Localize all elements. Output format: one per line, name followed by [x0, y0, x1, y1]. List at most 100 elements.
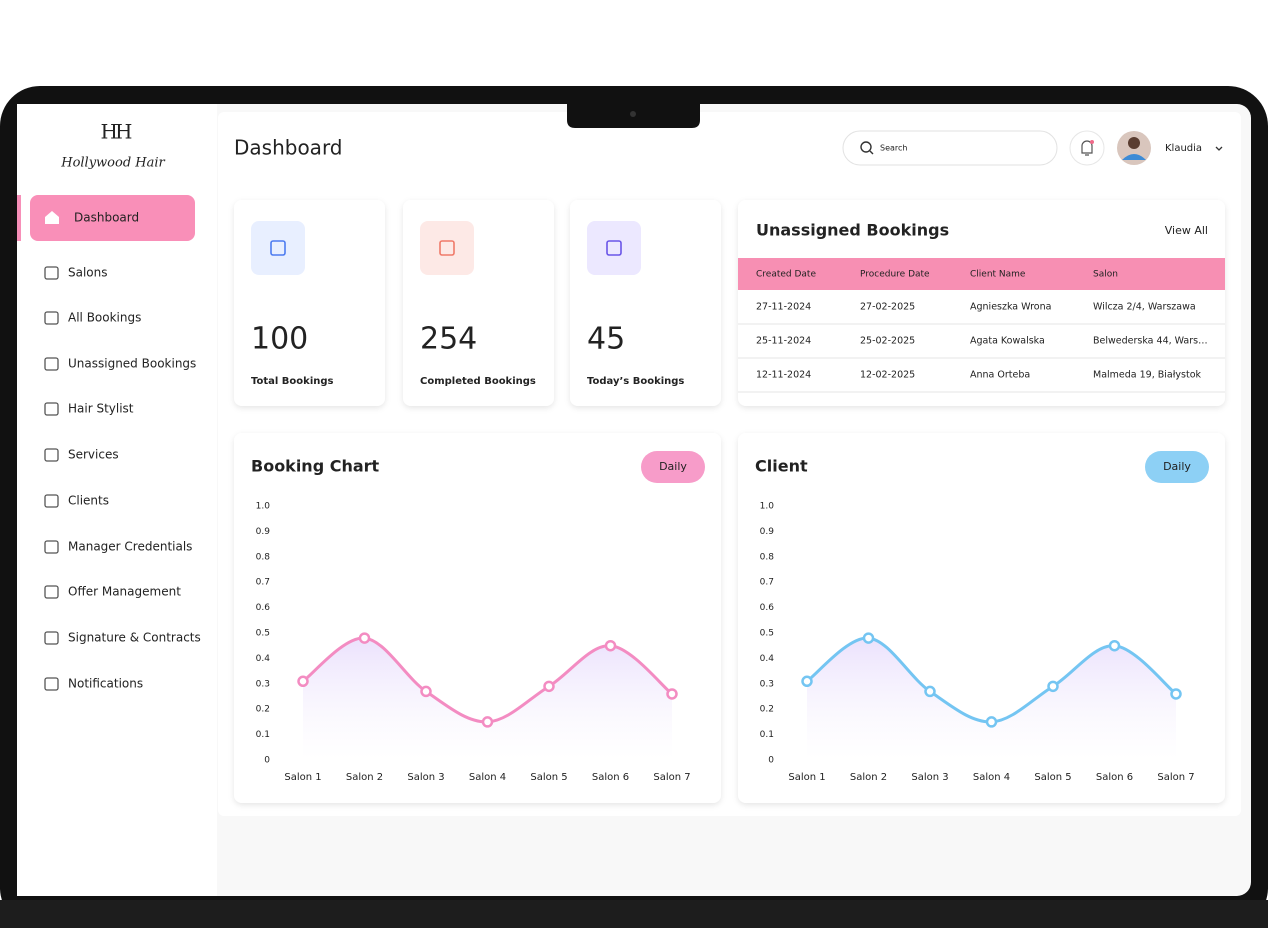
- stat-icon-bg: [587, 221, 641, 275]
- chart-filter-button[interactable]: [1145, 451, 1209, 483]
- nav-icon: [44, 357, 59, 371]
- y-tick-label: 0.9: [760, 527, 775, 537]
- bookings-card: [738, 200, 1225, 406]
- nav-active-pill[interactable]: [30, 195, 195, 241]
- y-tick-label: 0.3: [256, 679, 270, 689]
- y-tick-label: 0.4: [760, 654, 775, 664]
- laptop-base: [0, 900, 1268, 928]
- x-tick-label: Salon 7: [1157, 772, 1194, 783]
- y-tick-label: 0.7: [256, 578, 270, 588]
- table-column-header: Client Name: [970, 270, 1026, 280]
- nav-item[interactable]: Services: [68, 448, 119, 462]
- search-box[interactable]: [842, 130, 1058, 166]
- nav-item[interactable]: Hair Stylist: [68, 402, 134, 416]
- data-point: [543, 680, 555, 693]
- y-tick-label: 0.5: [256, 629, 270, 639]
- nav-icon: [44, 494, 59, 508]
- nav-item[interactable]: All Bookings: [68, 311, 141, 325]
- avatar-body: [1122, 154, 1146, 160]
- table-cell: 27-11-2024: [756, 302, 811, 313]
- stat-icon: [270, 240, 286, 256]
- y-tick-label: 0.6: [760, 603, 775, 613]
- table-column-header: Salon: [1093, 270, 1118, 280]
- x-tick-label: Salon 7: [653, 772, 690, 783]
- user-chevron[interactable]: [1215, 146, 1223, 151]
- data-point: [297, 675, 309, 688]
- logo-initials: HH: [101, 120, 132, 144]
- data-point: [604, 639, 617, 652]
- table-cell: 25-02-2025: [860, 336, 915, 347]
- table-column-header: Created Date: [756, 270, 816, 280]
- nav-item[interactable]: Salons: [68, 266, 108, 280]
- nav-icon: [44, 540, 59, 554]
- nav-icon: [44, 311, 59, 325]
- nav-icon: [44, 585, 59, 599]
- notification-button[interactable]: [1069, 130, 1105, 166]
- data-point: [1047, 680, 1059, 693]
- y-tick-label: 0.6: [256, 603, 271, 613]
- page-title: Dashboard: [234, 136, 343, 160]
- y-tick-label: 0.2: [760, 705, 774, 715]
- x-tick-label: Salon 1: [788, 772, 825, 783]
- x-tick-label: Salon 3: [911, 772, 948, 783]
- y-tick-label: 0.9: [256, 527, 271, 537]
- stat-value: 254: [420, 322, 477, 357]
- nav-icon: [44, 448, 59, 462]
- stat-icon: [606, 240, 622, 256]
- table-column-header: Procedure Date: [860, 270, 930, 280]
- stat-label: Today’s Bookings: [587, 376, 684, 387]
- x-tick-label: Salon 4: [469, 772, 506, 783]
- nav-item[interactable]: Clients: [68, 494, 109, 508]
- y-tick-label: 0.5: [760, 629, 774, 639]
- x-tick-label: Salon 5: [1034, 772, 1071, 783]
- y-tick-label: 0: [264, 756, 270, 766]
- chart-title: Client: [755, 457, 808, 476]
- x-tick-label: Salon 6: [592, 772, 629, 783]
- x-tick-label: Salon 5: [530, 772, 567, 783]
- nav-item[interactable]: Offer Management: [68, 585, 181, 599]
- y-tick-label: 0.8: [256, 552, 271, 562]
- x-tick-label: Salon 4: [973, 772, 1010, 783]
- table-cell: 27-02-2025: [860, 302, 915, 313]
- table-cell: 25-11-2024: [756, 336, 811, 347]
- view-all-link[interactable]: View All: [1165, 224, 1208, 237]
- nav-item[interactable]: Notifications: [68, 677, 143, 691]
- search-icon-handle: [869, 150, 874, 155]
- data-point: [420, 685, 432, 698]
- stat-value: 45: [587, 322, 625, 357]
- nav-item[interactable]: Signature & Contracts: [68, 631, 201, 645]
- x-tick-label: Salon 3: [407, 772, 444, 783]
- nav-item[interactable]: Unassigned Bookings: [68, 357, 196, 371]
- nav-item[interactable]: Dashboard: [74, 211, 139, 225]
- y-tick-label: 1.0: [760, 502, 775, 512]
- nav-icon: [44, 631, 59, 645]
- stat-icon-bg: [420, 221, 474, 275]
- bookings-title: Unassigned Bookings: [756, 221, 949, 240]
- nav-item[interactable]: Manager Credentials: [68, 540, 192, 554]
- stat-label: Completed Bookings: [420, 376, 536, 387]
- nav-icon: [44, 266, 59, 280]
- dynamic-content: Dashboard Salons All Bookings Unassigned Bo…: [17, 195, 1225, 803]
- chart-filter-button[interactable]: [641, 451, 705, 483]
- data-point: [1170, 688, 1182, 700]
- table-cell: Anna Orteba: [970, 370, 1030, 381]
- y-tick-label: 0.8: [760, 552, 775, 562]
- bell-dot: [1090, 140, 1094, 144]
- table-cell: Wilcza 2/4, Warszawa: [1093, 302, 1196, 313]
- table-cell: Malmeda 19, Białystok: [1093, 370, 1202, 381]
- chart-filter-label[interactable]: Daily: [659, 460, 687, 473]
- data-point: [1108, 639, 1121, 652]
- table-cell: Agata Kowalska: [970, 336, 1045, 347]
- stat-icon-bg: [251, 221, 305, 275]
- data-point: [985, 716, 998, 728]
- x-tick-label: Salon 1: [284, 772, 321, 783]
- user-name[interactable]: Klaudia: [1165, 143, 1202, 154]
- table-header: [738, 258, 1225, 290]
- nav-icon: [44, 402, 59, 416]
- y-tick-label: 0.3: [760, 679, 774, 689]
- bell-icon: [1081, 140, 1093, 156]
- table-cell: Agnieszka Wrona: [970, 302, 1051, 313]
- chart-filter-label[interactable]: Daily: [1163, 460, 1191, 473]
- search-placeholder: Search: [880, 144, 907, 153]
